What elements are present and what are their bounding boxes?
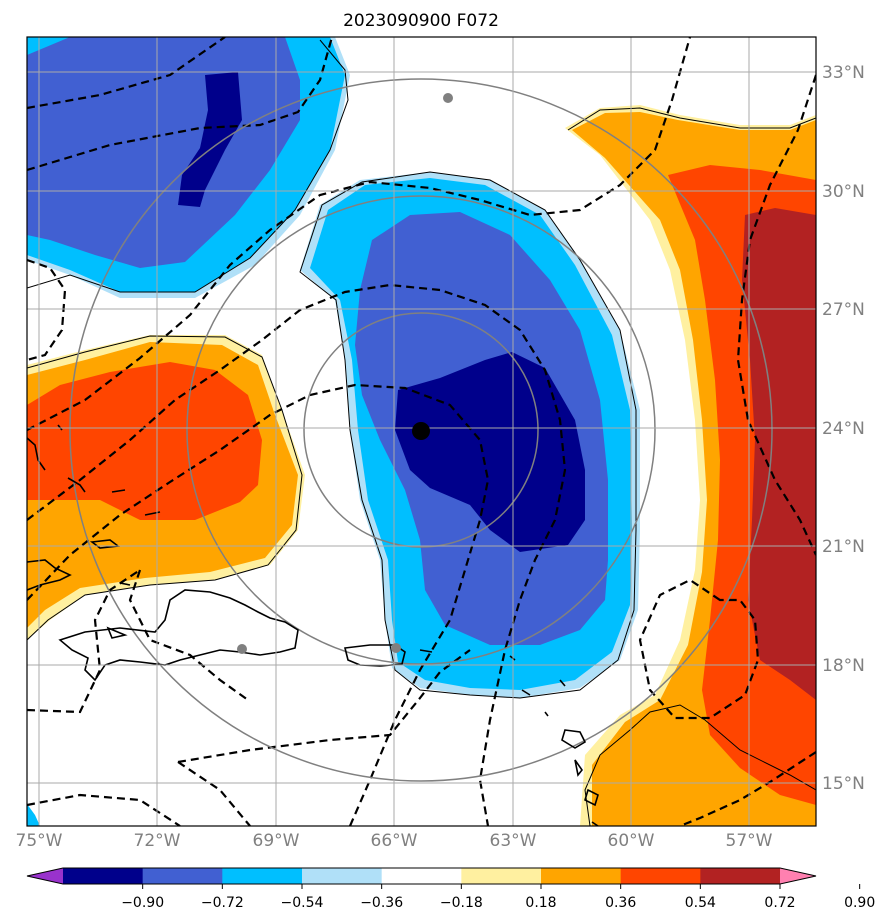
coast-hispaniola — [58, 589, 299, 682]
coast-cuba — [27, 559, 72, 591]
lat-label: 27°N — [822, 300, 865, 320]
figure-title: 2023090900 F072 — [343, 11, 499, 31]
lon-label: 72°W — [134, 831, 181, 851]
range-ring-6deg — [186, 195, 656, 665]
colorbar-tick-label: −0.18 — [440, 895, 483, 911]
range-ring-3deg — [303, 312, 539, 548]
colorbar-extend-high — [780, 868, 816, 884]
colorbar-tick-label: −0.54 — [281, 895, 324, 911]
colorbar-bin — [142, 868, 223, 884]
colorbar-tick-label: −0.72 — [201, 895, 244, 911]
colorbar-ticks: −0.90 −0.72 −0.54 −0.36 −0.18 0.18 0.36 0.54 0.7… — [121, 884, 875, 911]
lon-axis: 75°W 72°W 69°W 66°W 63°W 60°W 57°W — [16, 831, 773, 851]
colorbar-bin — [63, 868, 144, 884]
lat-label: 33°N — [822, 63, 865, 83]
lat-label: 30°N — [822, 182, 865, 202]
lat-axis: 33°N 30°N 27°N 24°N 21°N 18°N 15°N — [822, 63, 865, 794]
lon-label: 57°W — [726, 831, 773, 851]
lon-label: 75°W — [16, 831, 63, 851]
range-rings — [69, 78, 773, 782]
lat-label: 21°N — [822, 537, 865, 557]
gridlines — [27, 37, 816, 826]
colorbar: −0.90 −0.72 −0.54 −0.36 −0.18 0.18 0.36 0.54 0.7… — [26, 867, 875, 911]
lon-label: 66°W — [371, 831, 418, 851]
lat-label: 18°N — [822, 656, 865, 676]
colorbar-bin — [700, 868, 781, 884]
positive-anomaly-east — [565, 105, 816, 826]
station-marker-puerto-rico — [391, 643, 401, 653]
coast-bahamas — [27, 437, 46, 471]
colorbar-tick-label: 0.72 — [764, 895, 795, 911]
colorbar-bin — [302, 868, 383, 884]
lat-label: 15°N — [822, 774, 865, 794]
dashed-contours — [27, 37, 816, 826]
map-layers — [27, 37, 816, 826]
coast-puerto-rico — [344, 644, 406, 667]
station-marker-north — [443, 93, 453, 103]
markers — [237, 93, 453, 654]
colorbar-tick-label: −0.36 — [360, 895, 403, 911]
colorbar-bin — [222, 868, 303, 884]
lat-label: 24°N — [822, 419, 865, 439]
colorbar-extend-low — [27, 868, 63, 884]
range-ring-9deg — [69, 78, 773, 782]
colorbar-bin — [620, 868, 701, 884]
colorbar-tick-label: −0.90 — [121, 895, 164, 911]
thin-contours — [27, 39, 816, 826]
colorbar-tick-label: 0.18 — [525, 895, 556, 911]
map-frame — [26, 36, 817, 827]
lon-label: 69°W — [253, 831, 300, 851]
lon-label: 60°W — [608, 831, 655, 851]
storm-center-marker — [412, 422, 430, 440]
colorbar-outline — [26, 867, 817, 885]
colorbar-tick-label: 0.90 — [844, 895, 875, 911]
colorbar-segments — [63, 868, 781, 884]
station-marker-hispaniola — [237, 644, 247, 654]
map-panel: 75°W 72°W 69°W 66°W 63°W 60°W 57°W 33°N … — [16, 36, 865, 851]
colorbar-tick-label: 0.36 — [605, 895, 636, 911]
colorbar-bin — [381, 868, 462, 884]
colorbar-bin — [461, 868, 542, 884]
lon-label: 63°W — [490, 831, 537, 851]
colorbar-tick-label: 0.54 — [685, 895, 716, 911]
colorbar-bin — [541, 868, 622, 884]
